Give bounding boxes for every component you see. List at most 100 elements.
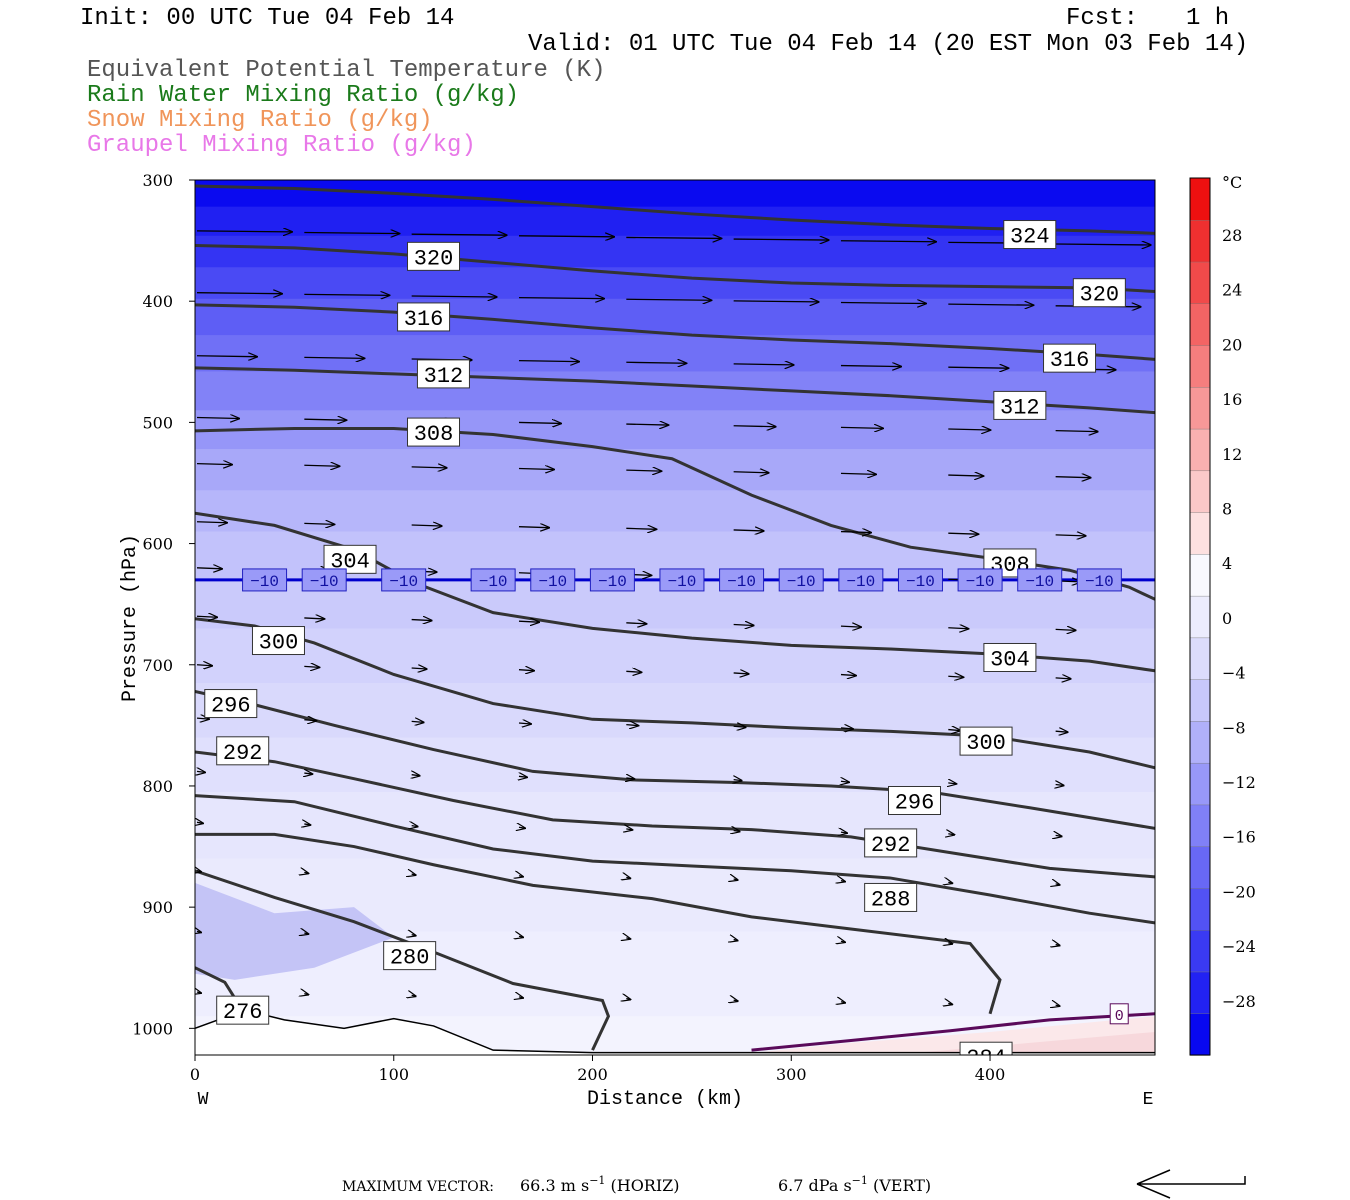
x-tick-label: 400 — [975, 1065, 1006, 1084]
theta-e-label: 324 — [1010, 225, 1050, 250]
wind-vector — [1056, 1005, 1060, 1006]
colorbar-swatch — [1189, 595, 1211, 639]
wind-vector — [197, 871, 201, 872]
minus10-label: −10 — [668, 573, 697, 591]
minus10-label: −10 — [1085, 573, 1114, 591]
theta-e-label: 316 — [1050, 348, 1090, 373]
y-tick-label: 500 — [142, 413, 173, 432]
y-tick-label: 1000 — [132, 1019, 173, 1038]
wind-vector — [304, 824, 310, 825]
colorbar-swatch — [1189, 303, 1211, 346]
y-tick-label: 300 — [142, 171, 173, 190]
theta-e-contour-line — [195, 303, 1155, 361]
wind-vector — [626, 877, 630, 878]
minus10-label-box — [470, 568, 516, 592]
x-tick-label: 200 — [577, 1065, 608, 1084]
colorbar-swatch — [1189, 511, 1211, 555]
wind-vector — [196, 665, 212, 666]
wind-vector — [1056, 944, 1060, 945]
wind-vector — [840, 728, 853, 729]
wind-vector — [412, 935, 416, 936]
wind-vector — [840, 675, 856, 676]
wind-vector — [948, 730, 960, 731]
theta-e-label-box — [251, 626, 305, 656]
colorbar-swatch — [1189, 177, 1211, 221]
y-tick-label: 600 — [142, 535, 173, 554]
wind-vector — [304, 720, 316, 721]
colorbar-tick-label: −4 — [1222, 664, 1246, 683]
wind-vector — [411, 668, 427, 669]
theta-e-label: 300 — [966, 731, 1006, 756]
theta-e-label-box — [416, 359, 470, 389]
wind-vector — [1055, 431, 1098, 432]
wind-vector — [841, 881, 845, 882]
wind-vector — [196, 464, 232, 465]
theta-e-label: 292 — [223, 741, 263, 766]
theta-e-label: 308 — [414, 422, 454, 447]
wind-vector — [626, 999, 630, 1000]
shading-band — [195, 449, 1155, 492]
horiz-value: 66.3 m s — [520, 1176, 589, 1195]
wind-vector — [734, 830, 740, 831]
zero-label-box — [1109, 1003, 1129, 1025]
colorbar-swatch — [1189, 845, 1211, 889]
minus10-label-box — [1017, 568, 1063, 592]
wind-vector — [411, 467, 447, 468]
theta-e-label: 280 — [390, 946, 430, 971]
wind-vector — [518, 298, 604, 299]
minus10-label: −10 — [538, 573, 567, 591]
wind-vector — [840, 303, 926, 304]
theta-e-label-box — [216, 736, 270, 766]
wind-vector — [948, 676, 963, 677]
shading-band — [195, 335, 1155, 373]
colorbar-swatch — [1189, 720, 1211, 764]
colorbar-swatch — [1189, 386, 1211, 430]
wind-vector — [519, 936, 523, 937]
theta-e-label: 292 — [871, 833, 911, 858]
legend-snow: Snow Mixing Ratio (g/kg) — [87, 107, 433, 134]
zero-label: 0 — [1115, 1008, 1124, 1025]
wind-vector — [1056, 785, 1064, 786]
legend-graupel: Graupel Mixing Ratio (g/kg) — [87, 132, 476, 159]
legend-theta-e: Equivalent Potential Temperature (K) — [87, 57, 606, 84]
wind-vector — [196, 293, 282, 294]
minus10-label-box — [659, 568, 705, 592]
wind-vector — [411, 296, 497, 297]
theta-e-contour-line — [195, 966, 237, 999]
minus10-label-box — [301, 568, 347, 592]
wind-vector — [733, 301, 819, 302]
theta-e-label: 312 — [1000, 395, 1040, 420]
wind-vector — [196, 418, 239, 419]
wind-vector — [948, 533, 978, 534]
colorbar-swatch — [1189, 428, 1211, 472]
wind-vector — [197, 771, 205, 772]
wind-vector — [197, 992, 201, 993]
wind-vector — [411, 620, 432, 621]
theta-e-label: 320 — [1080, 283, 1120, 308]
colorbar-tick-label: 28 — [1222, 226, 1242, 245]
theta-e-label: 320 — [414, 246, 454, 271]
minus10-label-box — [957, 568, 1003, 592]
wind-vector — [1056, 835, 1062, 836]
y-tick-label: 900 — [142, 898, 173, 917]
wind-vector — [626, 623, 646, 624]
theta-e-contour-line — [195, 869, 611, 1051]
colorbar-swatch — [1189, 344, 1211, 388]
theta-e-label: 296 — [895, 790, 935, 815]
y-tick-label: 700 — [142, 656, 173, 675]
theta-e-label-box — [397, 302, 451, 332]
wind-vector — [196, 522, 227, 523]
theta-e-label-box — [959, 1041, 1013, 1055]
x-tick-label: 100 — [378, 1065, 409, 1084]
max-vector-label: MAXIMUM VECTOR: — [342, 1179, 494, 1195]
colorbar-tick-label: 12 — [1222, 445, 1242, 464]
wind-vector — [519, 997, 523, 998]
max-vector-horiz: 66.3 m s−1 (HORIZ) — [520, 1174, 680, 1195]
colorbar-swatch — [1189, 804, 1211, 847]
legend-rain: Rain Water Mixing Ratio (g/kg) — [87, 82, 520, 109]
wind-vector — [733, 472, 769, 473]
horiz-unit: (HORIZ) — [605, 1176, 679, 1195]
colorbar-tick-label: 20 — [1222, 335, 1242, 354]
theta-e-label-box — [407, 241, 461, 271]
